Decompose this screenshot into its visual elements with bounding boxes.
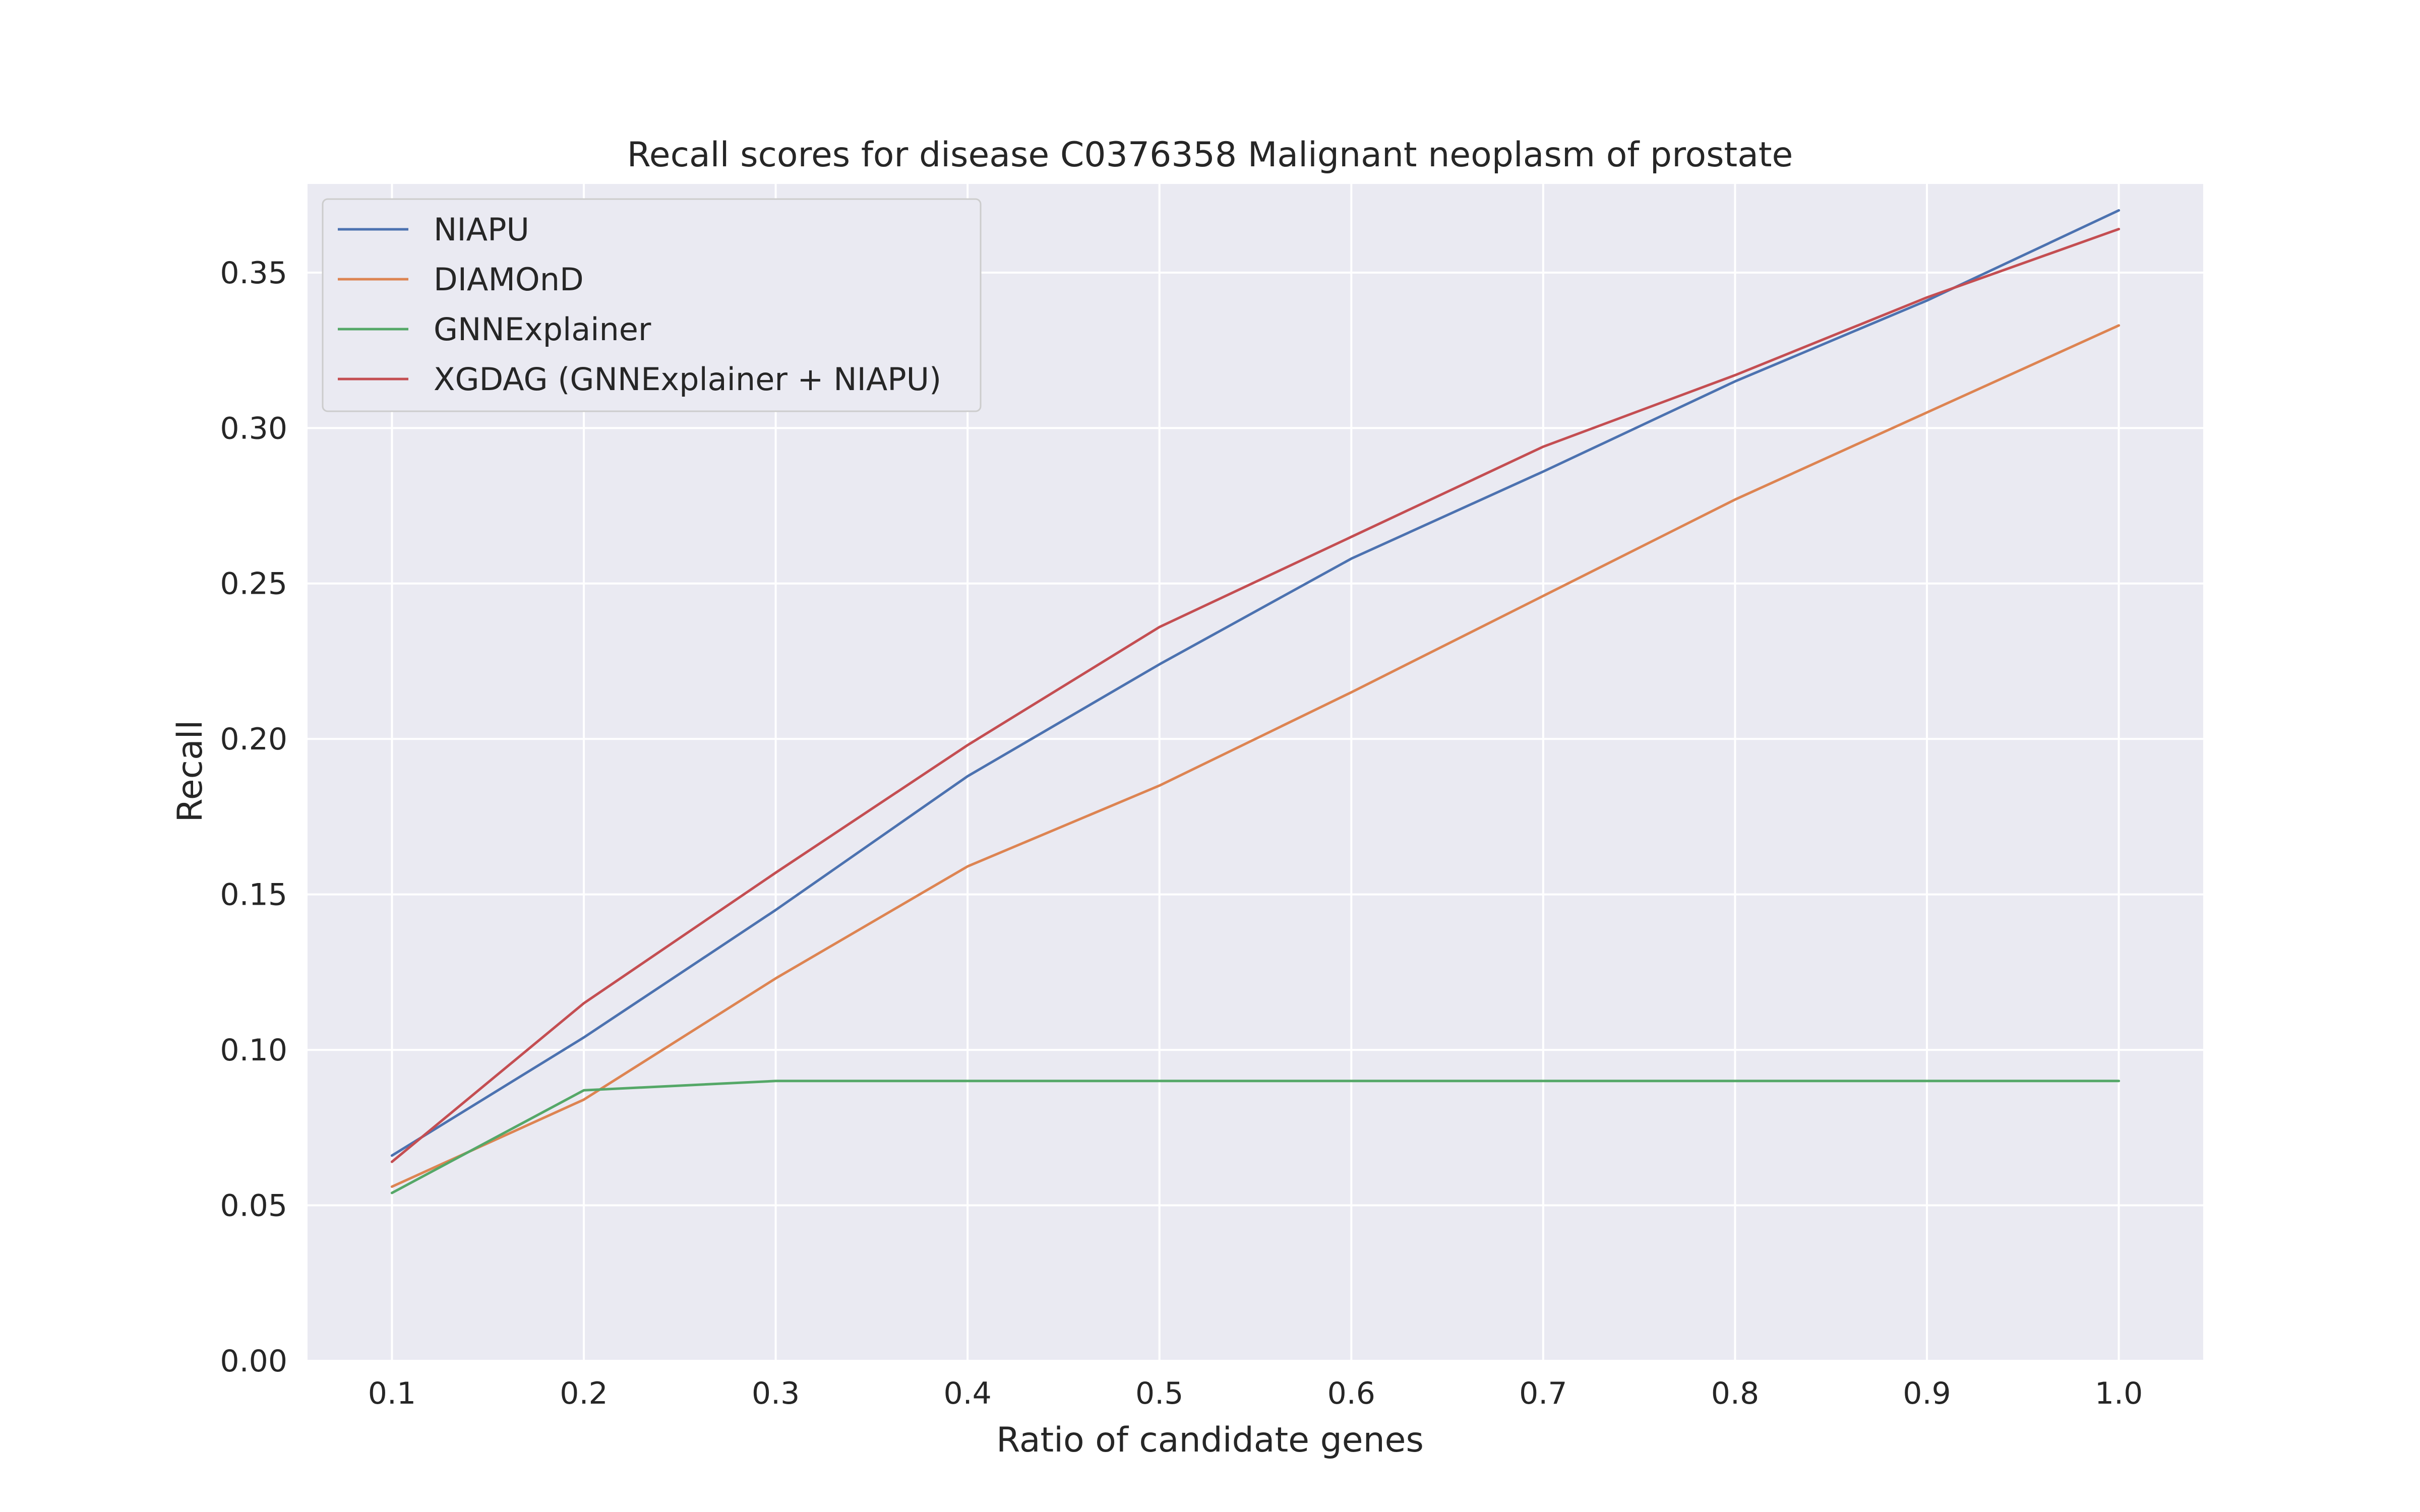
y-tick-label: 0.20 <box>220 722 287 757</box>
y-tick-label: 0.10 <box>220 1033 287 1068</box>
x-tick-label: 0.7 <box>1519 1376 1567 1411</box>
series-lines <box>390 209 2121 1194</box>
y-tick-label: 0.25 <box>220 566 287 602</box>
x-tick-label: 0.5 <box>1135 1376 1183 1411</box>
tick-labels: 0.1 0.2 0.3 0.4 0.5 0.6 0.7 0.8 0.9 1.0 0.00 0.05 0.… <box>220 256 2143 1411</box>
series-line-diamond <box>390 324 2121 1188</box>
legend-item: GNNExplainer <box>338 311 651 348</box>
y-tick-label: 0.05 <box>220 1188 287 1224</box>
legend-item: XGDAG (GNNExplainer + NIAPU) <box>338 361 941 398</box>
legend-label: GNNExplainer <box>434 311 651 348</box>
y-axis-label: Recall <box>170 720 210 823</box>
y-tick-label: 0.15 <box>220 877 287 913</box>
legend-label: NIAPU <box>434 211 529 248</box>
y-tick-label: 0.00 <box>220 1344 287 1379</box>
chart-title: Recall scores for disease C0376358 Malig… <box>627 135 1793 175</box>
x-tick-label: 0.1 <box>368 1376 416 1411</box>
x-tick-label: 0.2 <box>560 1376 608 1411</box>
series-line-xgdag-gnnexplainer-niapu <box>390 228 2121 1163</box>
y-tick-label: 0.35 <box>220 256 287 291</box>
x-axis-label: Ratio of candidate genes <box>996 1420 1424 1460</box>
legend-item: NIAPU <box>338 211 529 248</box>
legend-label: XGDAG (GNNExplainer + NIAPU) <box>434 361 941 398</box>
series-line-niapu <box>390 209 2121 1157</box>
x-tick-label: 0.9 <box>1903 1376 1951 1411</box>
legend-box <box>322 198 982 412</box>
x-tick-label: 1.0 <box>2095 1376 2143 1411</box>
x-tick-label: 0.6 <box>1327 1376 1375 1411</box>
x-tick-label: 0.3 <box>752 1376 800 1411</box>
legend-label: DIAMOnD <box>434 261 584 298</box>
y-tick-label: 0.30 <box>220 411 287 446</box>
legend: NIAPU DIAMOnD GNNExplainer XGDAG (GNNExplai… <box>322 198 982 412</box>
x-tick-label: 0.4 <box>943 1376 991 1411</box>
x-tick-label: 0.8 <box>1711 1376 1759 1411</box>
series-line-gnnexplainer <box>390 1080 2121 1194</box>
legend-item: DIAMOnD <box>338 261 584 298</box>
